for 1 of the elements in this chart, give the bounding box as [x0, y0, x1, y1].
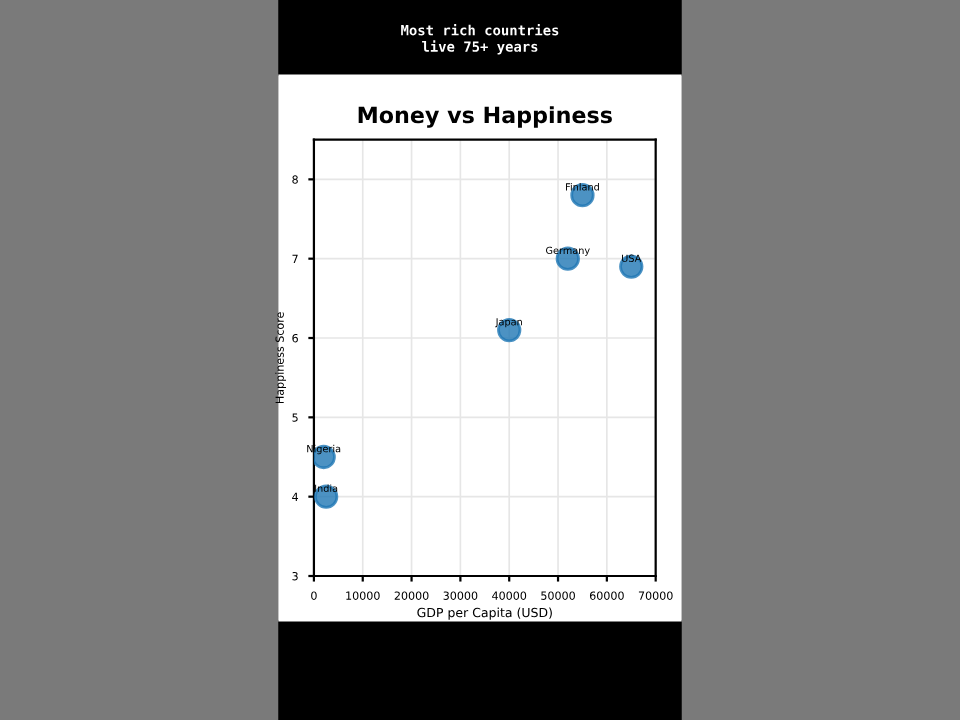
chart-title: Money vs Happiness	[358, 106, 612, 128]
